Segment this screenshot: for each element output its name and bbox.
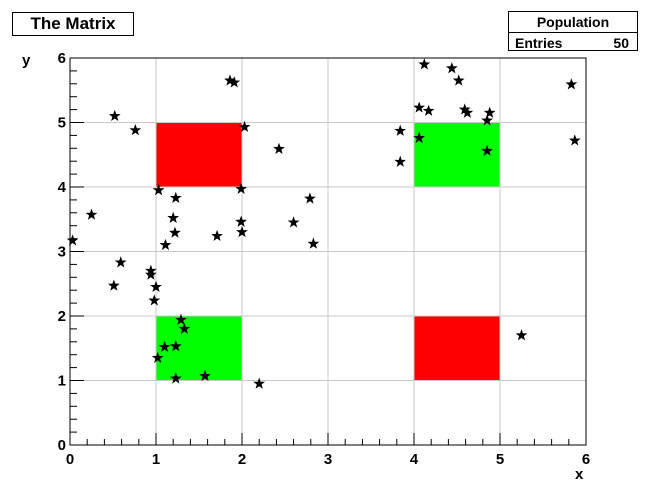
tick-labels-layer: 0 1 2 3 4 5 6 0 1 2 3 4 5 6	[58, 50, 591, 468]
stats-entries-row: Entries 50	[509, 33, 637, 52]
data-point	[175, 313, 187, 325]
data-point	[238, 120, 251, 133]
stats-name: Population	[509, 12, 637, 33]
data-point	[253, 377, 266, 389]
data-point	[422, 104, 435, 116]
data-point	[394, 155, 407, 167]
data-point	[169, 226, 181, 238]
data-point	[515, 329, 528, 341]
data-point	[151, 351, 164, 363]
data-point	[107, 279, 120, 291]
stats-entries-value: 50	[613, 34, 629, 51]
data-point	[483, 106, 496, 118]
data-point	[169, 191, 182, 203]
regions-layer	[156, 122, 500, 381]
y-axis-title: y	[22, 52, 31, 69]
x-tick-label: 4	[410, 451, 419, 468]
data-point	[273, 142, 285, 154]
region-1	[414, 122, 500, 187]
data-point	[158, 340, 171, 352]
y-tick-label: 2	[58, 308, 66, 325]
data-point	[307, 237, 320, 249]
data-point	[108, 109, 121, 122]
x-axis-title: x	[575, 466, 584, 483]
data-point	[114, 256, 127, 268]
region-0	[156, 122, 242, 187]
x-tick-label: 5	[496, 451, 504, 468]
data-point	[235, 215, 248, 227]
x-tick-label: 3	[324, 451, 332, 468]
stats-entries-label: Entries	[515, 34, 563, 51]
data-point	[394, 124, 407, 136]
x-tick-label: 0	[66, 451, 74, 468]
data-point	[287, 216, 300, 228]
points-layer	[66, 58, 581, 389]
data-point	[150, 280, 162, 292]
data-point	[481, 114, 493, 126]
y-tick-label: 0	[58, 437, 66, 454]
chart-title-text: The Matrix	[30, 14, 116, 33]
data-point	[565, 78, 578, 90]
data-point	[159, 238, 172, 251]
grid-layer	[70, 58, 586, 445]
y-tick-label: 1	[58, 373, 66, 390]
data-point	[445, 62, 458, 74]
data-point	[129, 124, 142, 136]
data-point	[235, 182, 248, 194]
y-tick-label: 5	[58, 115, 66, 132]
y-tick-label: 4	[58, 179, 67, 196]
chart-title: The Matrix	[12, 12, 134, 36]
data-point	[152, 184, 165, 196]
data-point	[211, 229, 223, 242]
data-point	[199, 369, 211, 381]
data-point	[452, 74, 465, 86]
data-point	[224, 74, 236, 86]
data-point	[169, 372, 182, 384]
data-point	[568, 134, 581, 146]
data-point	[458, 103, 471, 115]
x-tick-label: 6	[582, 451, 590, 468]
y-tick-label: 3	[58, 244, 66, 261]
region-2	[156, 316, 242, 381]
x-tick-label: 1	[152, 451, 160, 468]
data-point	[169, 340, 182, 352]
data-point	[418, 58, 431, 70]
data-point	[413, 101, 426, 113]
data-point	[85, 208, 98, 220]
data-point	[236, 225, 248, 238]
region-3	[414, 316, 500, 381]
data-point	[461, 106, 474, 118]
stats-box: Population Entries 50	[508, 11, 638, 51]
ticks-layer	[69, 57, 587, 446]
data-point	[178, 322, 191, 334]
data-point	[66, 234, 79, 246]
data-point	[228, 76, 241, 88]
data-point	[148, 294, 161, 306]
plot-border	[69, 57, 587, 446]
data-point	[144, 268, 157, 280]
x-tick-label: 2	[238, 451, 246, 468]
data-point	[167, 211, 180, 223]
data-point	[304, 192, 316, 204]
data-point	[481, 144, 493, 156]
y-tick-label: 6	[58, 50, 66, 67]
data-point	[413, 131, 426, 143]
